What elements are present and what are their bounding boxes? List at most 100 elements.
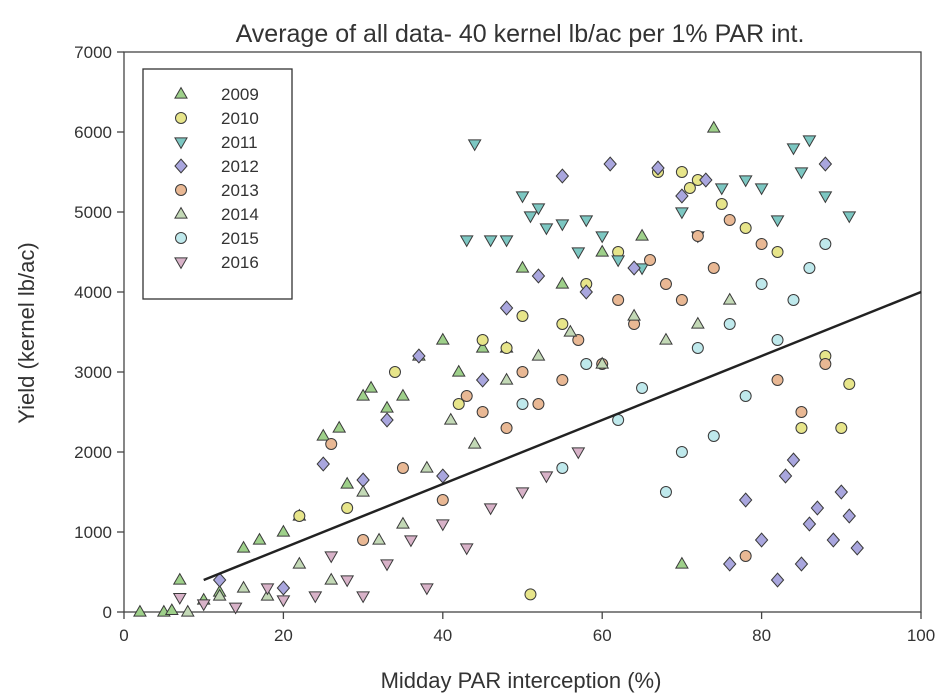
data-point bbox=[739, 550, 752, 562]
data-point bbox=[476, 406, 489, 418]
plot-frame bbox=[123, 51, 922, 613]
data-point bbox=[276, 580, 291, 596]
data-point bbox=[651, 160, 665, 176]
data-point bbox=[612, 294, 625, 306]
data-point bbox=[133, 604, 147, 617]
legend-marker bbox=[174, 137, 188, 150]
series-2016 bbox=[172, 447, 586, 615]
data-point bbox=[723, 318, 736, 330]
data-point bbox=[435, 519, 450, 532]
series-2010 bbox=[293, 166, 856, 601]
data-point bbox=[500, 422, 513, 434]
data-point bbox=[356, 484, 371, 497]
data-point bbox=[835, 422, 848, 434]
data-point bbox=[738, 492, 753, 508]
data-point bbox=[795, 406, 808, 418]
data-point bbox=[707, 262, 720, 274]
y-tick-label: 3000 bbox=[74, 363, 112, 382]
data-point bbox=[572, 334, 585, 346]
data-point bbox=[603, 156, 617, 172]
y-tick-label: 6000 bbox=[74, 123, 112, 142]
legend-marker bbox=[174, 206, 188, 219]
data-point bbox=[802, 516, 817, 532]
data-point bbox=[826, 532, 841, 548]
data-point bbox=[260, 583, 275, 596]
data-point bbox=[531, 268, 546, 284]
y-axis-label: Yield (kernel lb/ac) bbox=[14, 242, 39, 423]
data-point bbox=[739, 390, 752, 402]
data-point bbox=[555, 219, 570, 232]
data-point bbox=[451, 364, 466, 377]
legend-marker bbox=[174, 158, 188, 174]
legend-marker bbox=[174, 257, 188, 270]
data-point bbox=[499, 372, 514, 385]
y-tick-label: 0 bbox=[103, 603, 112, 622]
data-point bbox=[770, 572, 785, 588]
data-point bbox=[396, 388, 410, 401]
data-point bbox=[579, 215, 594, 228]
x-tick-label: 20 bbox=[274, 626, 293, 645]
data-point bbox=[196, 599, 211, 612]
series-2015 bbox=[516, 238, 832, 498]
data-point bbox=[595, 231, 610, 244]
data-point bbox=[674, 556, 689, 569]
data-point bbox=[516, 310, 529, 322]
data-point bbox=[499, 235, 514, 248]
data-point bbox=[611, 255, 626, 268]
data-point bbox=[786, 452, 801, 468]
data-point bbox=[532, 398, 545, 410]
data-point bbox=[699, 172, 713, 188]
data-point bbox=[714, 183, 729, 196]
legend-box bbox=[142, 68, 293, 300]
series-2011 bbox=[459, 135, 857, 276]
data-point bbox=[818, 156, 833, 172]
data-point bbox=[715, 198, 728, 210]
data-point bbox=[419, 460, 434, 473]
data-point bbox=[819, 238, 832, 250]
data-point bbox=[579, 284, 593, 300]
data-point bbox=[683, 182, 696, 194]
data-point bbox=[555, 276, 570, 289]
data-point bbox=[555, 168, 570, 184]
data-point bbox=[164, 603, 179, 616]
data-point bbox=[627, 260, 641, 276]
data-point bbox=[771, 334, 784, 346]
y-tick-label: 2000 bbox=[74, 443, 112, 462]
data-point bbox=[674, 207, 689, 220]
data-point bbox=[850, 540, 864, 556]
data-point bbox=[755, 238, 768, 250]
data-point bbox=[435, 332, 450, 345]
data-point bbox=[723, 214, 736, 226]
y-tick-label: 1000 bbox=[74, 523, 112, 542]
legend-label: 2013 bbox=[221, 181, 259, 200]
data-point bbox=[436, 494, 449, 506]
data-point bbox=[571, 447, 586, 460]
data-point bbox=[340, 575, 355, 588]
data-point bbox=[556, 318, 569, 330]
legend: 2009 2010 2011 2012 2013 2014 2015 2016 bbox=[142, 68, 293, 300]
data-point bbox=[412, 348, 426, 364]
data-point bbox=[842, 508, 856, 524]
data-point bbox=[340, 476, 355, 489]
legend-marker bbox=[175, 184, 187, 196]
data-point bbox=[325, 438, 338, 450]
legend-marker bbox=[175, 112, 187, 124]
data-point bbox=[380, 559, 394, 572]
data-point bbox=[635, 228, 649, 241]
data-point bbox=[595, 356, 610, 369]
data-point bbox=[380, 412, 394, 428]
data-point bbox=[675, 166, 688, 178]
data-point bbox=[332, 420, 347, 433]
data-point bbox=[523, 211, 538, 224]
data-point bbox=[515, 487, 530, 500]
data-point bbox=[539, 223, 554, 236]
data-point bbox=[396, 462, 409, 474]
data-point bbox=[252, 532, 267, 545]
data-point bbox=[324, 572, 339, 585]
data-point bbox=[795, 422, 808, 434]
data-point bbox=[770, 215, 785, 228]
data-point bbox=[771, 246, 784, 258]
data-point bbox=[356, 591, 371, 604]
data-point bbox=[341, 502, 354, 514]
